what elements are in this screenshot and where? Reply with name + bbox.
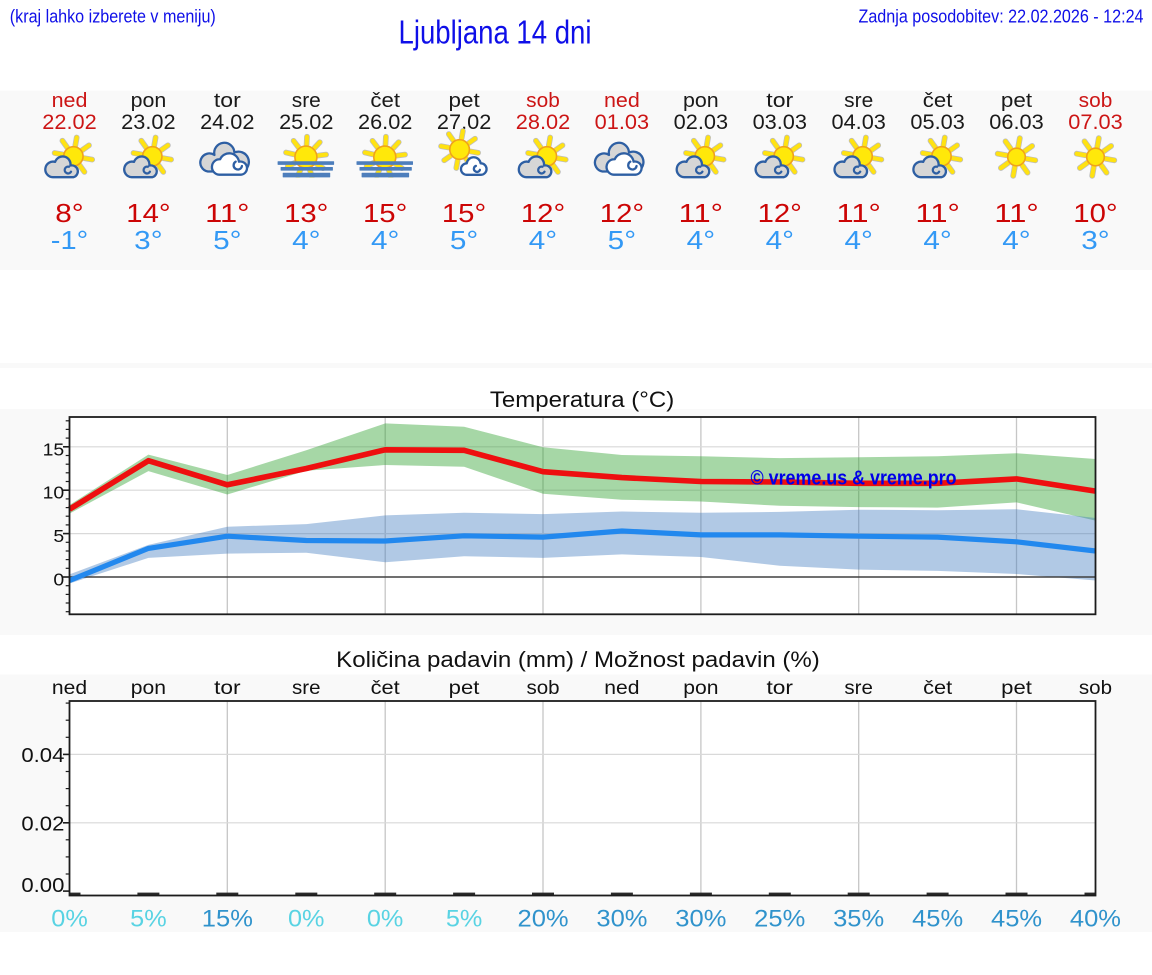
svg-text:čet: čet: [923, 90, 953, 112]
svg-text:07.03: 07.03: [1068, 111, 1122, 134]
svg-text:tor: tor: [767, 677, 794, 699]
svg-text:pon: pon: [683, 677, 718, 699]
svg-text:01.03: 01.03: [595, 111, 649, 134]
svg-text:15°: 15°: [363, 198, 407, 228]
svg-text:30%: 30%: [596, 906, 647, 933]
svg-text:3°: 3°: [134, 225, 162, 255]
svg-text:-1°: -1°: [51, 225, 88, 255]
svg-text:0.04: 0.04: [21, 745, 64, 767]
svg-text:4°: 4°: [923, 225, 951, 255]
svg-text:ned: ned: [604, 90, 640, 112]
svg-text:12°: 12°: [600, 198, 644, 228]
svg-text:15: 15: [43, 439, 65, 459]
svg-text:28.02: 28.02: [516, 111, 570, 134]
svg-text:25%: 25%: [754, 906, 805, 933]
svg-text:5°: 5°: [213, 225, 241, 255]
svg-text:pon: pon: [683, 90, 719, 112]
svg-text:4°: 4°: [292, 225, 320, 255]
svg-text:15°: 15°: [442, 198, 486, 228]
svg-text:40%: 40%: [1070, 906, 1121, 933]
svg-text:ned: ned: [52, 677, 87, 699]
svg-text:4°: 4°: [1002, 225, 1030, 255]
svg-text:03.03: 03.03: [753, 111, 807, 134]
svg-text:tor: tor: [214, 677, 241, 699]
svg-text:tor: tor: [214, 90, 241, 112]
svg-text:© vreme.us & vreme.pro: © vreme.us & vreme.pro: [751, 467, 957, 490]
svg-text:5: 5: [53, 526, 64, 546]
svg-text:pon: pon: [131, 90, 167, 112]
svg-text:pet: pet: [449, 677, 480, 699]
svg-text:8°: 8°: [55, 198, 83, 228]
svg-text:sre: sre: [292, 677, 321, 699]
svg-text:0.02: 0.02: [21, 813, 64, 835]
svg-text:pet: pet: [1001, 90, 1033, 112]
svg-text:15%: 15%: [202, 906, 253, 933]
svg-text:45%: 45%: [991, 906, 1042, 933]
svg-text:sre: sre: [292, 90, 321, 112]
svg-text:čet: čet: [923, 677, 953, 699]
svg-text:25.02: 25.02: [279, 111, 333, 134]
svg-text:11°: 11°: [205, 198, 249, 228]
svg-text:sob: sob: [1079, 677, 1112, 699]
svg-text:22.02: 22.02: [42, 111, 96, 134]
svg-text:Zadnja posodobitev: 22.02.2026: Zadnja posodobitev: 22.02.2026 - 12:24: [859, 7, 1144, 27]
svg-text:02.03: 02.03: [674, 111, 728, 134]
svg-text:4°: 4°: [845, 225, 873, 255]
svg-text:0%: 0%: [367, 906, 404, 933]
svg-text:11°: 11°: [916, 198, 960, 228]
svg-text:(kraj lahko izberete v meniju): (kraj lahko izberete v meniju): [10, 7, 216, 27]
svg-text:12°: 12°: [521, 198, 565, 228]
svg-text:5%: 5%: [446, 906, 483, 933]
svg-text:0.00: 0.00: [21, 875, 64, 897]
svg-text:pet: pet: [449, 90, 481, 112]
svg-text:sre: sre: [844, 677, 873, 699]
svg-text:čet: čet: [371, 677, 401, 699]
svg-text:5°: 5°: [450, 225, 478, 255]
svg-text:14°: 14°: [126, 198, 170, 228]
svg-text:10: 10: [43, 483, 65, 503]
svg-text:pon: pon: [131, 677, 166, 699]
svg-text:13°: 13°: [284, 198, 328, 228]
svg-text:sre: sre: [844, 90, 873, 112]
svg-text:30%: 30%: [675, 906, 726, 933]
svg-text:0%: 0%: [288, 906, 325, 933]
svg-text:11°: 11°: [679, 198, 723, 228]
svg-text:20%: 20%: [518, 906, 569, 933]
svg-text:4°: 4°: [529, 225, 557, 255]
svg-text:čet: čet: [370, 90, 400, 112]
svg-text:3°: 3°: [1081, 225, 1109, 255]
svg-text:ned: ned: [604, 677, 639, 699]
svg-text:26.02: 26.02: [358, 111, 412, 134]
svg-text:pet: pet: [1001, 677, 1032, 699]
svg-text:27.02: 27.02: [437, 111, 491, 134]
svg-text:Količina padavin (mm) / Možnos: Količina padavin (mm) / Možnost padavin …: [336, 647, 820, 672]
svg-text:tor: tor: [766, 90, 793, 112]
svg-text:12°: 12°: [758, 198, 802, 228]
svg-text:05.03: 05.03: [910, 111, 964, 134]
svg-text:Temperatura (°C): Temperatura (°C): [490, 387, 674, 412]
svg-text:sob: sob: [526, 90, 560, 112]
svg-text:04.03: 04.03: [832, 111, 886, 134]
svg-text:35%: 35%: [833, 906, 884, 933]
svg-text:11°: 11°: [837, 198, 881, 228]
svg-text:11°: 11°: [994, 198, 1038, 228]
svg-text:4°: 4°: [371, 225, 399, 255]
svg-text:0: 0: [53, 570, 64, 590]
svg-text:Ljubljana 14 dni: Ljubljana 14 dni: [399, 14, 592, 51]
svg-text:24.02: 24.02: [200, 111, 254, 134]
svg-text:0%: 0%: [51, 906, 88, 933]
svg-text:23.02: 23.02: [121, 111, 175, 134]
svg-text:ned: ned: [52, 90, 88, 112]
svg-text:4°: 4°: [766, 225, 794, 255]
svg-text:06.03: 06.03: [989, 111, 1043, 134]
svg-text:45%: 45%: [912, 906, 963, 933]
svg-text:5°: 5°: [608, 225, 636, 255]
svg-text:10°: 10°: [1073, 198, 1117, 228]
svg-text:sob: sob: [527, 677, 560, 699]
svg-text:5%: 5%: [130, 906, 167, 933]
svg-text:sob: sob: [1079, 90, 1113, 112]
svg-text:4°: 4°: [687, 225, 715, 255]
